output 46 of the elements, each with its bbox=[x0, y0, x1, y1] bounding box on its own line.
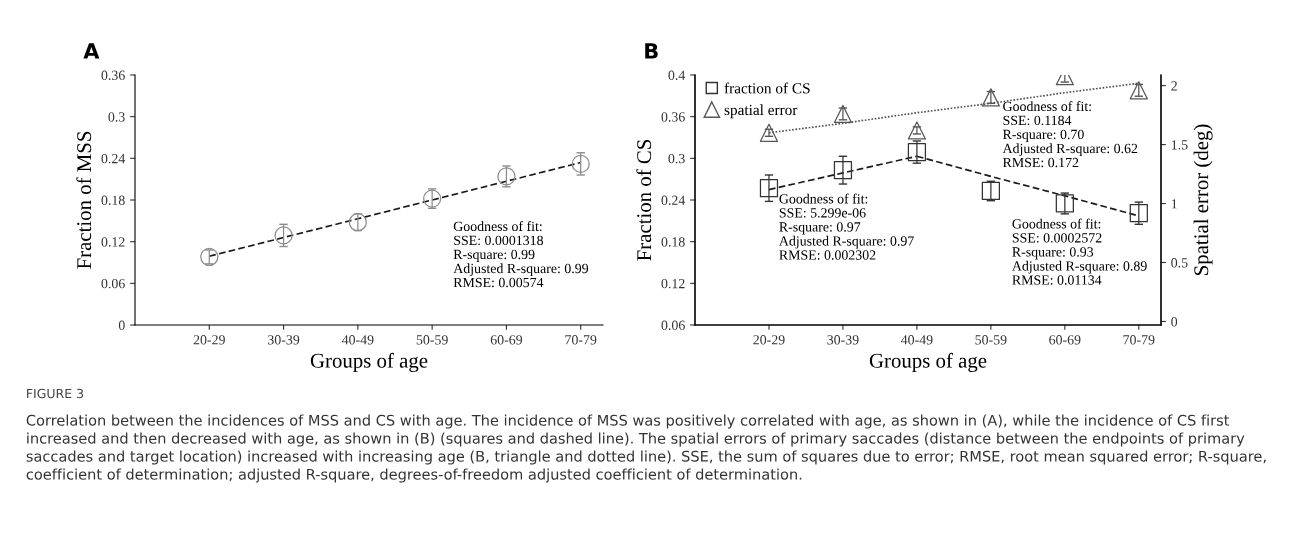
x-tick-label: 60-69 bbox=[1049, 335, 1081, 345]
y-axis-title: Fraction of CS bbox=[636, 139, 652, 261]
annotation: Goodness of fit: SSE: 0.1184 R-square: 0.70 Adjusted R-square: 0.62 RMSE: 0.172 bbox=[1002, 101, 1138, 168]
x-tick-label: 20-29 bbox=[753, 335, 785, 345]
y-tick-label: 0.36 bbox=[661, 112, 685, 122]
annotation: Goodness of fit: SSE: 0.0002572 R-square: 0.93 Adjusted R-square: 0.89 RMSE: 0.01134 bbox=[1012, 218, 1147, 285]
legend-label: fraction of CS bbox=[724, 82, 810, 94]
x-tick-label: 60-69 bbox=[490, 335, 523, 345]
y-tick-label: 0.3 bbox=[108, 112, 125, 122]
y-tick-label: 0.24 bbox=[101, 153, 126, 164]
legend-label: spatial error bbox=[724, 104, 798, 119]
y-tick-label: 0.18 bbox=[101, 195, 125, 206]
x-tick-label: 40-49 bbox=[341, 335, 374, 345]
y-tick-label: 0 bbox=[118, 320, 125, 330]
y-axis-title: Fraction of MSS bbox=[76, 131, 92, 269]
y-tick-label: 0.4 bbox=[668, 70, 686, 81]
y-tick-label: 0.12 bbox=[101, 237, 125, 247]
y-tick-label: 0.24 bbox=[661, 195, 686, 206]
x-tick-label: 70-79 bbox=[1123, 335, 1155, 345]
chart-title: A bbox=[83, 43, 100, 59]
x-tick-label: 50-59 bbox=[975, 335, 1007, 345]
x-tick-label: 30-39 bbox=[827, 335, 859, 345]
y-tick-label: 0.36 bbox=[101, 70, 125, 81]
x-tick-label: 20-29 bbox=[193, 335, 225, 345]
y2-tick-label: 0.5 bbox=[1171, 258, 1188, 268]
y-tick-label: 0.06 bbox=[101, 278, 125, 289]
chart-title: B bbox=[645, 43, 658, 59]
y2-tick-label: 1.5 bbox=[1171, 140, 1188, 150]
y2-tick-label: 0 bbox=[1171, 317, 1178, 327]
y2-tick-label: 2 bbox=[1171, 81, 1177, 91]
y-tick-label: 0.06 bbox=[661, 320, 685, 331]
caption: FIGURE 3 bbox=[27, 388, 84, 399]
text: Correlation between the incidences of MSS and CS with age. The incidence of MSS was positively correlated with age, as shown in (A), while the incidence of CS first increased and then decreased with age, as shown in (B) (squares and dashed line). The spatial errors of primary saccades (distance between the endpoints of primary saccades and target location) increased with increasing age (B, triangle and dotted line). SSE, the sum of squares due to error; RMSE, root mean squared error; R-square, coefficient of determination; adjusted R-square, degrees-of-freedom adjusted coefficient of determination. bbox=[26, 414, 1266, 483]
y2-axis-title: Spatial error (deg) bbox=[1193, 124, 1213, 275]
y-tick-label: 0.18 bbox=[661, 237, 685, 247]
x-axis-title: Groups of age bbox=[869, 352, 987, 373]
y-tick-label: 0.12 bbox=[661, 278, 685, 289]
x-tick-label: 30-39 bbox=[268, 335, 300, 345]
y-tick-label: 0.3 bbox=[668, 153, 685, 164]
x-tick-label: 40-49 bbox=[900, 335, 933, 345]
x-axis-title: Groups of age bbox=[310, 352, 428, 373]
x-tick-label: 50-59 bbox=[416, 335, 448, 345]
annotation: Goodness of fit: SSE: 5.299e-06 R-square: 0.97 Adjusted R-square: 0.97 RMSE: 0.002302 bbox=[779, 193, 914, 260]
annotation: Goodness of fit: SSE: 0.0001318 R-square: 0.99 Adjusted R-square: 0.99 RMSE: 0.00574 bbox=[453, 221, 589, 288]
x-tick-label: 70-79 bbox=[565, 335, 597, 345]
y2-tick-label: 1 bbox=[1171, 199, 1177, 209]
